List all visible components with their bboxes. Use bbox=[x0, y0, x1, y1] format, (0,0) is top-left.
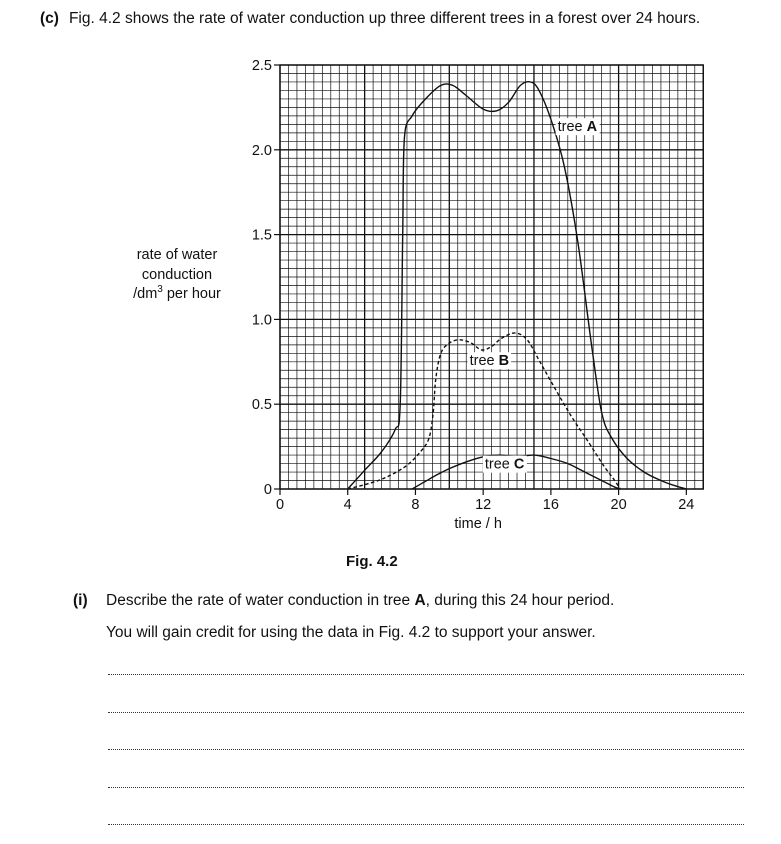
series-label-letter: B bbox=[499, 353, 509, 369]
x-tick-label: 24 bbox=[678, 497, 694, 513]
sub-question-text-bold: A bbox=[414, 592, 426, 609]
y-axis-label-line2: conduction bbox=[141, 266, 213, 283]
series-label-letter: C bbox=[514, 457, 525, 473]
axes bbox=[279, 64, 704, 490]
series-label-text: tree C bbox=[485, 457, 525, 473]
y-tick-label: 0.5 bbox=[252, 397, 272, 413]
grid-minor bbox=[280, 65, 704, 489]
series-label-letter: A bbox=[587, 119, 598, 135]
x-tick-label: 8 bbox=[411, 497, 419, 513]
y-tick-label: 0 bbox=[264, 482, 272, 498]
y-axis-label-line1: rate of water bbox=[136, 247, 218, 263]
plot-frame bbox=[279, 64, 704, 490]
series-line-a bbox=[347, 80, 687, 490]
figure-caption: Fig. 4.2 bbox=[346, 553, 398, 570]
series-label-c: tree C bbox=[482, 455, 527, 473]
x-tick-label: 20 bbox=[611, 497, 627, 513]
sub-question-text-pre: Describe the rate of water conduction in… bbox=[106, 592, 415, 609]
x-axis-label: time / h bbox=[454, 516, 502, 532]
sub-question-hint: You will gain credit for using the data … bbox=[106, 624, 596, 641]
y-tick-label: 1.5 bbox=[252, 228, 272, 244]
part-label: (c) bbox=[40, 10, 59, 27]
answer-line[interactable] bbox=[108, 786, 744, 788]
answer-line[interactable] bbox=[108, 674, 744, 675]
y-unit-pre: /dm bbox=[133, 286, 158, 302]
series-label-text: tree A bbox=[558, 119, 598, 135]
sub-question-text: Describe the rate of water conduction in… bbox=[106, 592, 614, 610]
y-tick-label: 1.0 bbox=[252, 312, 272, 328]
intro-text: Fig. 4.2 shows the rate of water conduct… bbox=[68, 10, 701, 27]
series-label-prefix: tree bbox=[470, 353, 499, 369]
series-label-prefix: tree bbox=[485, 457, 514, 473]
x-tick-label: 12 bbox=[475, 497, 491, 513]
series-label-background bbox=[467, 352, 512, 370]
y-axis-label: rate of water conduction /dm3 per hour bbox=[118, 246, 236, 305]
series-label-a: tree A bbox=[555, 118, 600, 136]
x-tick-label: 0 bbox=[276, 497, 284, 513]
answer-line[interactable] bbox=[108, 749, 744, 750]
series-label-background bbox=[482, 455, 527, 473]
question-part-c-intro: (c) Fig. 4.2 shows the rate of water cond… bbox=[40, 10, 700, 28]
x-tick-label: 4 bbox=[344, 497, 352, 513]
tick-labels: 0 4 8 12 16 20 24 0 0.5 1.0 1.5 2.0 2.5 bbox=[252, 58, 695, 513]
series-label-prefix: tree bbox=[558, 119, 587, 135]
y-tick-label: 2.5 bbox=[252, 58, 272, 74]
series-label-b: tree B bbox=[467, 352, 512, 370]
series-line-b bbox=[347, 332, 621, 490]
series-label-text: tree B bbox=[470, 353, 510, 369]
y-unit-post: per hour bbox=[162, 286, 221, 302]
answer-line[interactable] bbox=[108, 711, 744, 713]
sub-question-text-post: , during this 24 hour period. bbox=[425, 592, 615, 609]
sub-question-label: (i) bbox=[73, 592, 88, 609]
series-label-background bbox=[555, 118, 600, 136]
y-axis-label-unit: /dm3 per hour bbox=[118, 285, 236, 305]
answer-line[interactable] bbox=[108, 824, 744, 825]
y-unit-sup: 3 bbox=[157, 284, 163, 296]
y-tick-label: 2.0 bbox=[252, 143, 272, 159]
x-tick-label: 16 bbox=[543, 497, 559, 513]
